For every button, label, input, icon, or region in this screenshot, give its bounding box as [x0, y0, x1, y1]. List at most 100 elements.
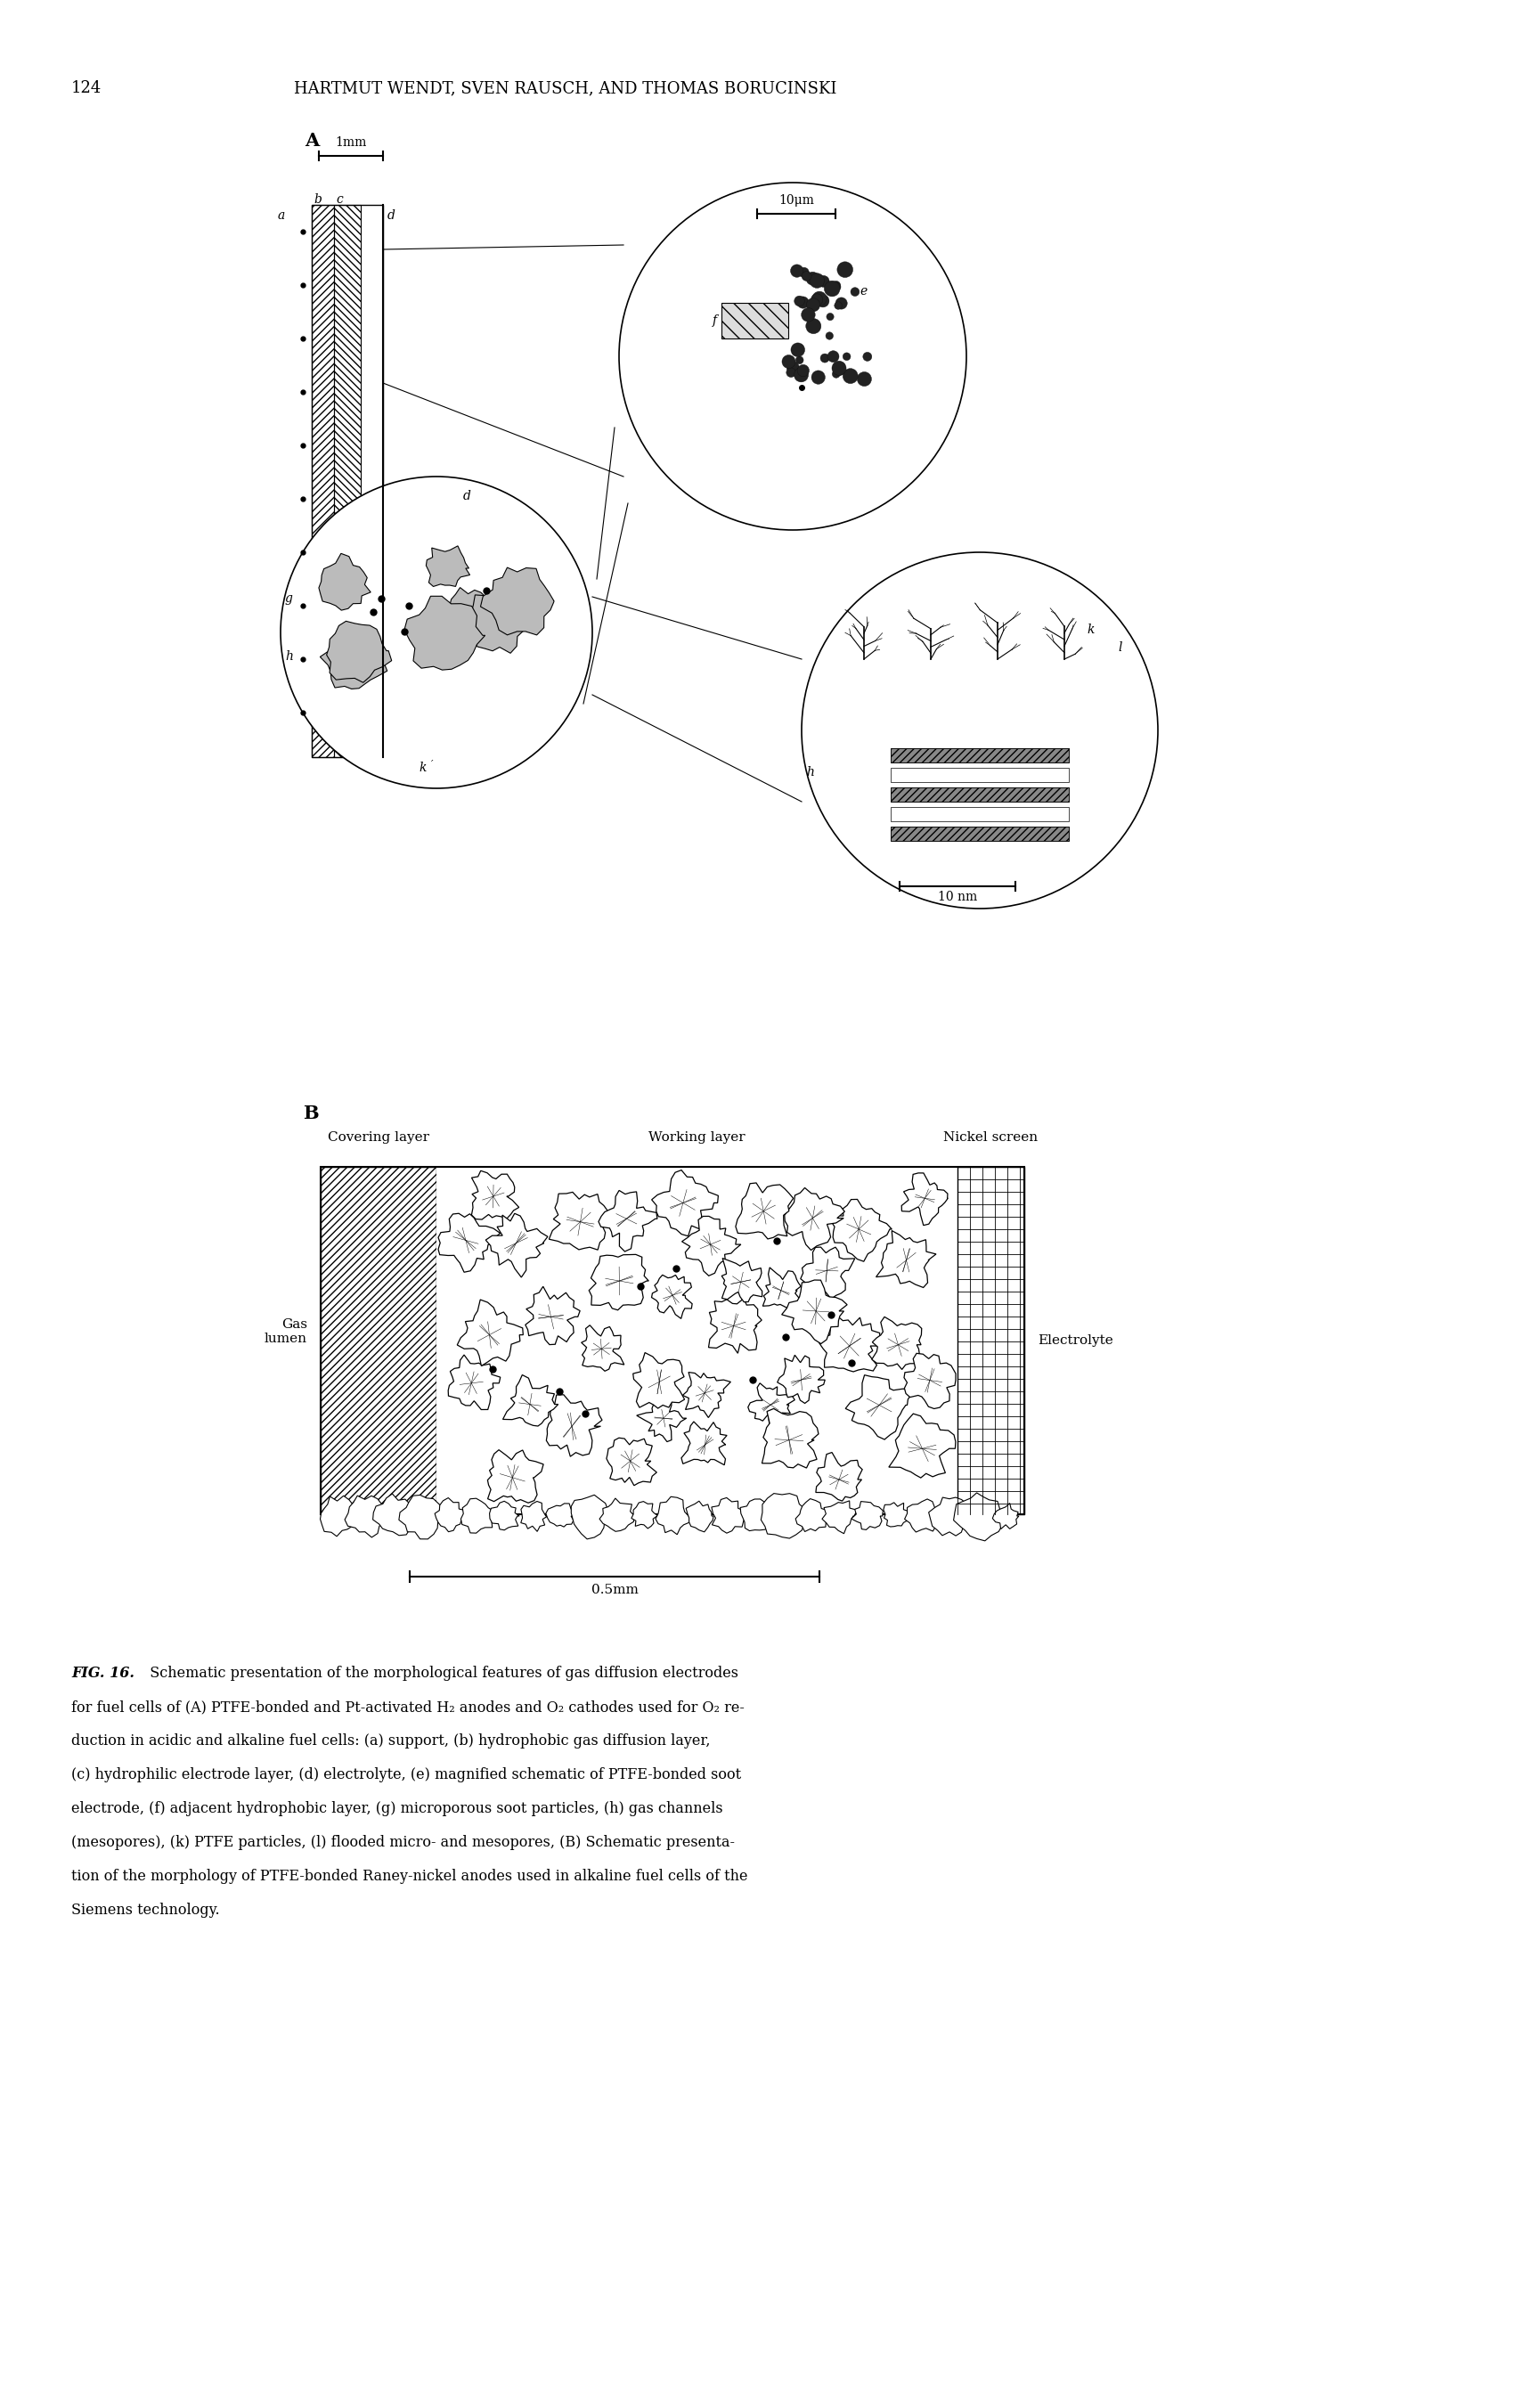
Polygon shape — [599, 1498, 634, 1532]
Polygon shape — [748, 1383, 795, 1433]
Circle shape — [812, 293, 822, 305]
Polygon shape — [460, 1498, 496, 1532]
Polygon shape — [582, 1325, 624, 1371]
Text: Gas
lumen: Gas lumen — [265, 1318, 308, 1344]
Circle shape — [842, 368, 858, 382]
Circle shape — [862, 351, 872, 361]
Text: B: B — [303, 1104, 319, 1123]
Polygon shape — [490, 1501, 519, 1530]
Text: Schematic presentation of the morphological features of gas diffusion electrodes: Schematic presentation of the morphologi… — [140, 1667, 738, 1681]
Text: 10 nm: 10 nm — [938, 890, 978, 904]
Polygon shape — [852, 1501, 882, 1530]
Bar — [890, 786, 1069, 801]
Circle shape — [805, 317, 821, 334]
Circle shape — [798, 366, 809, 378]
Text: electrode, (f) adjacent hydrophobic layer, (g) microporous soot particles, (h) g: electrode, (f) adjacent hydrophobic laye… — [71, 1801, 722, 1816]
Text: Working layer: Working layer — [648, 1130, 745, 1145]
Circle shape — [824, 281, 839, 296]
Text: A: A — [305, 132, 319, 149]
Circle shape — [818, 277, 830, 286]
Circle shape — [825, 332, 833, 339]
Bar — [890, 748, 1069, 762]
Text: k: k — [419, 762, 427, 774]
Polygon shape — [708, 1299, 762, 1354]
Polygon shape — [741, 1498, 773, 1532]
Polygon shape — [778, 1354, 825, 1405]
Polygon shape — [711, 1498, 745, 1532]
Polygon shape — [319, 553, 371, 611]
Polygon shape — [822, 1501, 856, 1534]
Text: e: e — [859, 286, 867, 298]
Polygon shape — [830, 1200, 892, 1263]
Polygon shape — [545, 1503, 573, 1527]
Polygon shape — [816, 1453, 862, 1501]
Polygon shape — [444, 587, 494, 640]
Polygon shape — [345, 1496, 388, 1537]
Text: for fuel cells of (A) PTFE-bonded and Pt-activated H₂ anodes and O₂ cathodes use: for fuel cells of (A) PTFE-bonded and Pt… — [71, 1700, 744, 1715]
Polygon shape — [929, 1498, 970, 1537]
Text: (mesopores), (k) PTFE particles, (l) flooded micro- and mesopores, (B) Schematic: (mesopores), (k) PTFE particles, (l) flo… — [71, 1835, 735, 1849]
Text: Nickel screen: Nickel screen — [944, 1130, 1038, 1145]
Polygon shape — [464, 592, 528, 654]
Polygon shape — [682, 1373, 730, 1417]
Circle shape — [812, 291, 827, 305]
Polygon shape — [471, 1171, 519, 1219]
Polygon shape — [651, 1275, 691, 1318]
Polygon shape — [399, 1496, 444, 1539]
Polygon shape — [448, 1354, 500, 1409]
Circle shape — [835, 301, 842, 310]
Text: h: h — [805, 767, 815, 779]
Polygon shape — [889, 1414, 956, 1477]
Text: HARTMUT WENDT, SVEN RAUSCH, AND THOMAS BORUCINSKI: HARTMUT WENDT, SVEN RAUSCH, AND THOMAS B… — [294, 79, 836, 96]
Circle shape — [832, 361, 845, 375]
Circle shape — [798, 296, 809, 308]
Polygon shape — [320, 633, 387, 688]
Text: Covering layer: Covering layer — [328, 1130, 430, 1145]
Text: FIG. 16.: FIG. 16. — [71, 1667, 134, 1681]
Polygon shape — [525, 1287, 581, 1344]
Bar — [320, 1166, 436, 1515]
Polygon shape — [876, 1231, 936, 1287]
Text: d: d — [388, 209, 396, 221]
Bar — [890, 786, 1069, 801]
Polygon shape — [845, 1376, 915, 1441]
Circle shape — [795, 296, 804, 305]
Polygon shape — [485, 1215, 548, 1277]
Circle shape — [810, 274, 824, 289]
Polygon shape — [599, 1190, 658, 1251]
Polygon shape — [373, 1494, 414, 1534]
Circle shape — [833, 363, 845, 375]
Circle shape — [816, 296, 829, 308]
Circle shape — [802, 272, 812, 281]
Polygon shape — [571, 1496, 611, 1539]
Circle shape — [807, 298, 819, 313]
Circle shape — [832, 370, 841, 378]
Bar — [890, 827, 1069, 842]
Polygon shape — [904, 1498, 941, 1532]
Circle shape — [787, 361, 799, 373]
Circle shape — [805, 272, 819, 286]
Polygon shape — [722, 1258, 762, 1301]
Circle shape — [858, 373, 872, 387]
Circle shape — [850, 289, 859, 296]
Polygon shape — [439, 1215, 500, 1272]
Polygon shape — [633, 1352, 685, 1409]
Polygon shape — [631, 1501, 658, 1530]
Polygon shape — [992, 1503, 1019, 1530]
Polygon shape — [480, 568, 554, 635]
Polygon shape — [901, 1174, 949, 1224]
Bar — [311, 204, 383, 758]
Polygon shape — [801, 1248, 855, 1299]
Polygon shape — [953, 1494, 1003, 1542]
Text: ′: ′ — [431, 760, 433, 770]
Polygon shape — [819, 1313, 879, 1371]
Polygon shape — [762, 1267, 801, 1308]
Circle shape — [821, 354, 829, 363]
Bar — [890, 808, 1069, 820]
Text: a: a — [277, 209, 285, 221]
Polygon shape — [682, 1217, 741, 1275]
Circle shape — [801, 308, 815, 322]
Bar — [334, 204, 360, 758]
Text: 1mm: 1mm — [336, 137, 367, 149]
Circle shape — [787, 368, 796, 378]
